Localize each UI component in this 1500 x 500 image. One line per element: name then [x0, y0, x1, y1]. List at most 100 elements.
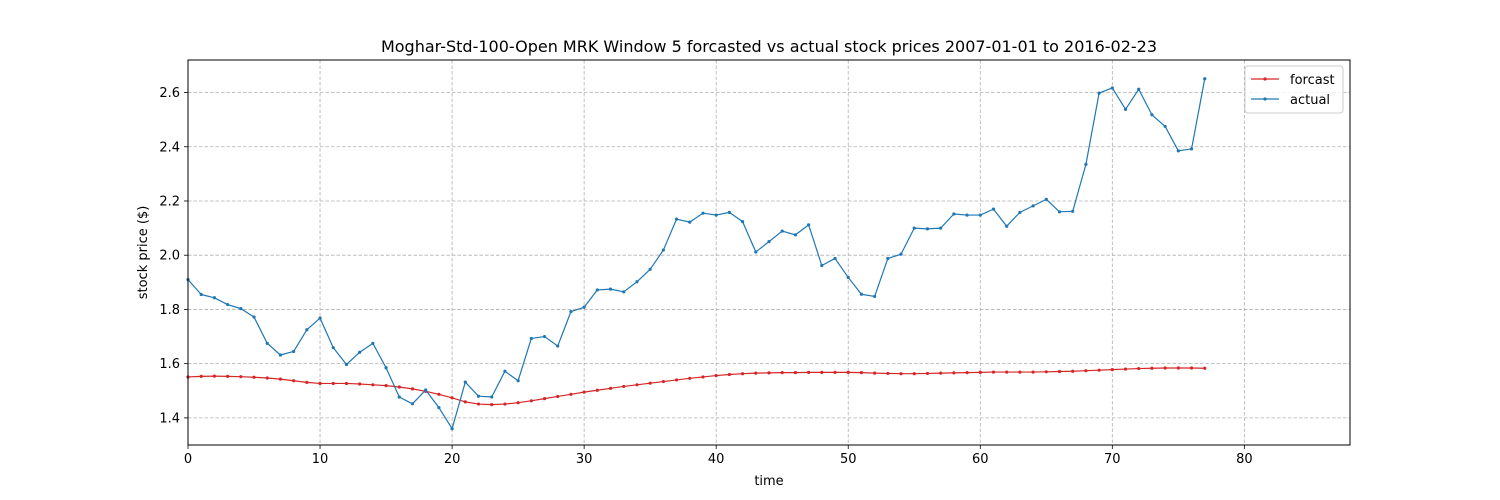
- data-point-forcast: [463, 400, 467, 404]
- series-forcast: [186, 366, 1207, 407]
- data-point-actual: [622, 290, 626, 294]
- data-point-actual: [820, 263, 824, 268]
- y-tick-label: 2.0: [159, 249, 180, 264]
- data-point-forcast: [1123, 367, 1128, 371]
- legend-box: [1244, 65, 1344, 114]
- data-point-forcast: [701, 375, 705, 379]
- data-point-actual: [265, 341, 269, 345]
- legend-marker-actual: [1263, 97, 1267, 101]
- data-point-actual: [476, 394, 481, 398]
- data-point-actual: [252, 315, 256, 319]
- data-point-forcast: [635, 383, 639, 387]
- data-point-forcast: [859, 371, 864, 375]
- data-point-actual: [397, 395, 401, 399]
- data-point-forcast: [292, 379, 296, 383]
- data-point-forcast: [305, 380, 309, 384]
- data-point-actual: [1097, 91, 1101, 95]
- data-point-actual: [358, 350, 362, 354]
- data-point-forcast: [925, 371, 930, 376]
- data-point-forcast: [1110, 368, 1114, 372]
- data-point-forcast: [450, 396, 454, 400]
- data-point-forcast: [239, 375, 243, 379]
- data-point-forcast: [622, 384, 626, 389]
- data-point-actual: [503, 369, 507, 373]
- x-tick-label: 60: [972, 452, 989, 467]
- data-point-forcast: [767, 371, 771, 375]
- data-point-actual: [780, 229, 784, 233]
- legend-label-actual: actual: [1290, 93, 1330, 108]
- data-point-actual: [846, 275, 850, 280]
- data-point-actual: [635, 280, 639, 284]
- data-point-forcast: [318, 381, 322, 386]
- data-point-actual: [437, 405, 441, 410]
- data-point-actual: [1123, 107, 1128, 111]
- data-point-forcast: [820, 370, 824, 374]
- data-point-forcast: [529, 399, 533, 403]
- legend-marker-forcast: [1263, 77, 1267, 81]
- chart-title: Moghar-Std-100-Open MRK Window 5 forcast…: [381, 37, 1157, 56]
- data-point-forcast: [1189, 366, 1194, 370]
- data-point-actual: [1057, 210, 1062, 214]
- data-point-forcast: [437, 392, 441, 396]
- data-point-forcast: [1084, 369, 1088, 373]
- data-point-actual: [1163, 124, 1167, 129]
- data-point-actual: [384, 366, 388, 370]
- data-point-forcast: [1018, 370, 1022, 374]
- data-point-forcast: [384, 384, 388, 388]
- data-point-forcast: [542, 397, 547, 401]
- data-point-actual: [569, 310, 573, 314]
- data-point-forcast: [516, 401, 520, 405]
- data-point-forcast: [886, 371, 890, 376]
- data-point-forcast: [899, 372, 903, 376]
- x-tick-label: 70: [1104, 452, 1121, 467]
- data-point-actual: [925, 227, 930, 231]
- data-point-actual: [1176, 149, 1180, 153]
- data-point-actual: [292, 349, 296, 354]
- data-point-forcast: [358, 382, 362, 386]
- plot-frame: [187, 59, 1351, 446]
- data-point-actual: [793, 233, 798, 237]
- data-point-actual: [873, 294, 877, 299]
- data-point-actual: [318, 316, 322, 320]
- data-point-actual: [371, 341, 375, 345]
- data-point-actual: [978, 213, 982, 217]
- data-point-forcast: [265, 376, 269, 380]
- data-point-actual: [529, 336, 533, 341]
- data-point-forcast: [740, 372, 745, 376]
- data-point-forcast: [490, 403, 494, 407]
- data-point-forcast: [278, 377, 283, 381]
- data-point-forcast: [410, 387, 415, 391]
- data-point-actual: [1110, 86, 1114, 90]
- data-point-forcast: [688, 376, 692, 380]
- data-point-actual: [859, 292, 864, 296]
- x-axis-label: time: [754, 474, 783, 489]
- data-point-actual: [754, 250, 758, 254]
- data-point-actual: [490, 395, 494, 399]
- x-tick-label: 10: [312, 452, 329, 467]
- legend-label-forcast: forcast: [1290, 73, 1335, 88]
- data-point-forcast: [397, 385, 401, 389]
- legend: forcast actual: [1244, 65, 1344, 114]
- data-point-forcast: [780, 371, 784, 375]
- data-point-actual: [608, 287, 613, 291]
- data-point-actual: [226, 302, 230, 307]
- data-point-actual: [899, 252, 903, 256]
- data-point-forcast: [331, 381, 335, 386]
- x-tick-label: 0: [184, 452, 192, 467]
- data-point-forcast: [1044, 370, 1048, 374]
- data-point-forcast: [252, 375, 256, 379]
- data-point-forcast: [873, 371, 877, 375]
- series-layer: [186, 77, 1207, 431]
- data-point-forcast: [661, 379, 665, 384]
- data-point-forcast: [754, 371, 758, 375]
- y-axis-label: stock price ($): [136, 206, 151, 300]
- data-point-actual: [344, 362, 349, 367]
- data-point-forcast: [569, 392, 573, 396]
- data-point-actual: [239, 307, 243, 311]
- data-point-actual: [1044, 197, 1048, 201]
- data-point-actual: [952, 212, 956, 216]
- data-point-actual: [1018, 210, 1022, 214]
- data-point-forcast: [714, 373, 718, 378]
- data-point-actual: [1189, 147, 1194, 151]
- data-point-actual: [714, 213, 718, 217]
